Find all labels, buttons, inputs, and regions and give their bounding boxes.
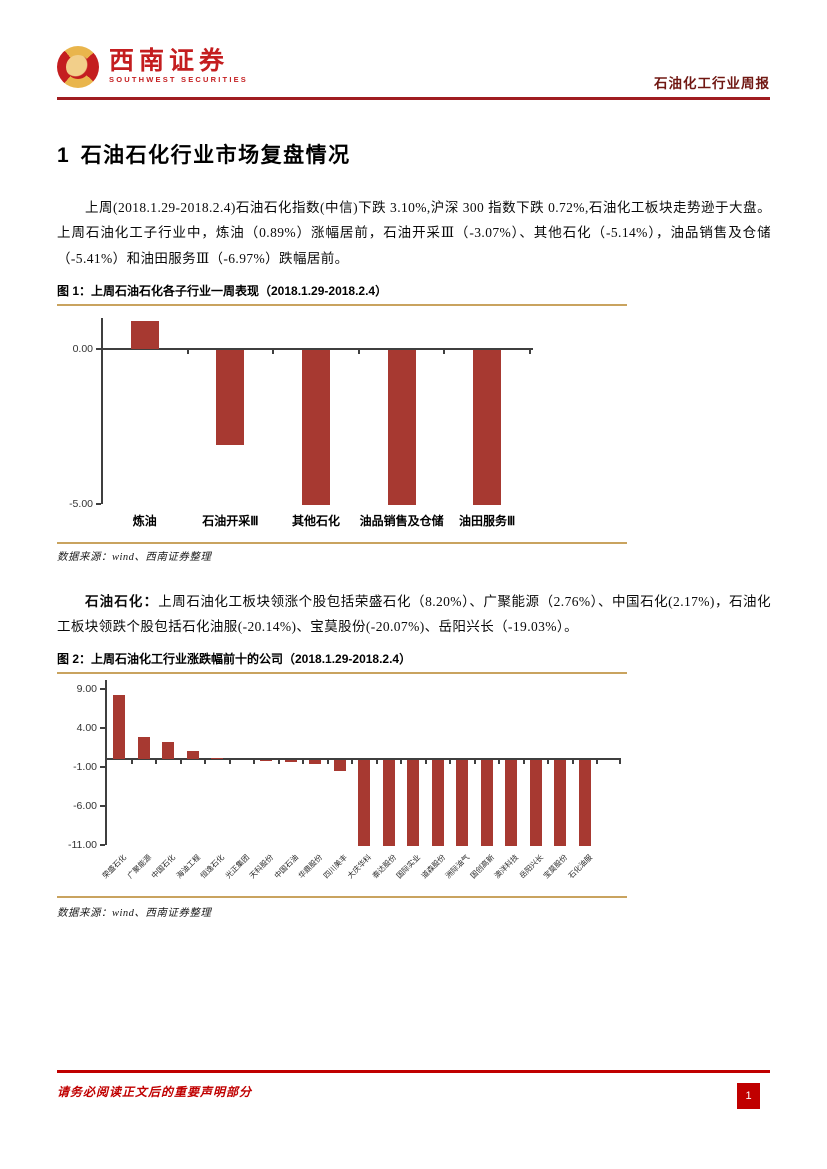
section-title: 石油石化行业市场复盘情况 bbox=[80, 144, 351, 167]
x-axis-zero-line bbox=[105, 758, 621, 760]
chart2-bar-20 bbox=[578, 760, 591, 846]
logo-name-cn: 西南证券 bbox=[109, 48, 230, 75]
y-axis-line bbox=[105, 680, 107, 845]
chart2-bar-14 bbox=[431, 760, 444, 846]
paragraph-market-review: 上周(2018.1.29-2018.2.4)石油石化指数(中信)下跌 3.10%… bbox=[57, 199, 771, 266]
x-axis-tick bbox=[498, 760, 500, 764]
x-axis-tick bbox=[400, 760, 402, 764]
chart2-bar-8 bbox=[284, 760, 297, 763]
footer-disclaimer: 请务必阅读正文后的重要声明部分 bbox=[57, 1085, 253, 1099]
chart2-bar-15 bbox=[456, 760, 469, 846]
x-axis-tick bbox=[155, 760, 157, 764]
category-label: 其他石化 bbox=[291, 514, 340, 528]
chart2-bar-10 bbox=[333, 760, 346, 771]
category-label: 石油开采Ⅲ bbox=[202, 514, 259, 528]
x-axis-tick bbox=[357, 350, 360, 354]
x-axis-tick bbox=[277, 760, 280, 764]
y-tick-label: 9.00 bbox=[76, 682, 97, 695]
y-tick-label: -11.00 bbox=[68, 839, 97, 851]
figure1-bottom-rule bbox=[57, 542, 627, 544]
y-axis-tick bbox=[100, 804, 105, 807]
chart2-bar-4 bbox=[186, 751, 199, 759]
y-axis-tick bbox=[100, 687, 105, 690]
x-axis-tick bbox=[326, 760, 329, 764]
x-axis-tick bbox=[449, 760, 451, 764]
x-axis-tick bbox=[443, 350, 446, 354]
figure2-source-note: 数据来源：wind、西南证券整理 bbox=[57, 908, 212, 919]
category-label: 油田服务Ⅲ bbox=[459, 514, 516, 528]
x-axis-tick bbox=[179, 760, 182, 764]
chart2-bar-16 bbox=[480, 760, 493, 846]
x-axis-tick bbox=[529, 350, 531, 354]
paragraph-lead: 石油石化： bbox=[85, 593, 159, 609]
x-axis-tick bbox=[375, 760, 378, 764]
logo-name-en: SOUTHWEST SECURITIES bbox=[109, 75, 249, 84]
x-axis-tick bbox=[302, 760, 304, 764]
category-label: 油品销售及仓储 bbox=[359, 514, 444, 528]
logo-swirl-icon bbox=[57, 46, 99, 88]
chart2-bar-5 bbox=[211, 758, 224, 759]
y-axis-tick bbox=[100, 726, 105, 729]
chart1-bar-3 bbox=[302, 350, 330, 505]
chart2-bar-18 bbox=[529, 760, 542, 846]
y-tick-label: 4.00 bbox=[76, 721, 97, 734]
chart2-bar-13 bbox=[407, 760, 420, 846]
chart1-bar-1 bbox=[130, 321, 159, 349]
x-axis-tick bbox=[424, 760, 427, 764]
header-rule bbox=[57, 97, 770, 100]
figure1-source-note: 数据来源：wind、西南证券整理 bbox=[57, 552, 212, 563]
category-label: 炼油 bbox=[132, 514, 157, 528]
y-axis-tick bbox=[100, 765, 105, 768]
footer-rule bbox=[57, 1070, 770, 1073]
figure2-bottom-rule bbox=[57, 896, 627, 898]
y-tick-label: -5.00 bbox=[69, 498, 93, 510]
y-tick-label: -1.00 bbox=[73, 760, 97, 773]
paragraph-stock-movers: 石油石化：上周石油化工板块领涨个股包括荣盛石化（8.20%）、广聚能源（2.76… bbox=[57, 589, 771, 640]
paragraph-body: 上周石油化工板块领涨个股包括荣盛石化（8.20%）、广聚能源（2.76%）、中国… bbox=[57, 593, 772, 635]
y-axis-tick bbox=[96, 348, 101, 350]
chart2-bar-19 bbox=[554, 760, 567, 846]
x-axis-tick bbox=[272, 350, 275, 354]
chart1-bar-2 bbox=[216, 350, 245, 446]
section-number: 1 bbox=[57, 144, 69, 167]
y-axis-tick bbox=[100, 844, 105, 846]
x-axis-tick bbox=[547, 760, 549, 764]
y-tick-label: -6.00 bbox=[73, 799, 97, 812]
chart1-bar-5 bbox=[473, 350, 502, 505]
x-axis-tick bbox=[253, 760, 255, 764]
chart2-bar-7 bbox=[260, 760, 273, 761]
chart2-bar-12 bbox=[382, 760, 395, 846]
x-axis-tick bbox=[204, 760, 206, 764]
page-number-badge: 1 bbox=[737, 1083, 760, 1109]
x-axis-zero-line bbox=[101, 348, 533, 350]
x-axis-tick bbox=[228, 760, 231, 764]
x-axis-tick bbox=[522, 760, 525, 764]
chart2-bar-3 bbox=[162, 742, 175, 759]
y-tick-label: 0.00 bbox=[72, 343, 93, 355]
x-axis-tick bbox=[619, 760, 621, 764]
company-logo: 西南证券 SOUTHWEST SECURITIES bbox=[57, 46, 248, 88]
y-axis-tick bbox=[96, 503, 101, 505]
figure2-caption: 图 2：上周石油化工行业涨跌幅前十的公司（2018.1.29-2018.2.4） bbox=[57, 650, 627, 674]
chart1-bar-4 bbox=[387, 350, 416, 505]
x-axis-tick bbox=[351, 760, 353, 764]
figure2-bar-chart: 9.00 4.00 -1.00 -6.00 -11.00 荣盛石化 广聚能源 中国石化 海油工程… bbox=[57, 676, 627, 894]
figure1-bar-chart: 0.00 -5.00 炼油 石油开采Ⅲ 其他石化 油品销售及仓储 油田服务Ⅲ bbox=[57, 313, 627, 537]
chart2-bar-1 bbox=[113, 694, 126, 759]
chart2-bar-11 bbox=[358, 760, 371, 846]
section-heading: 1 石油石化行业市场复盘情况 bbox=[57, 139, 351, 169]
chart2-bar-2 bbox=[137, 737, 150, 759]
chart2-bar-17 bbox=[505, 760, 518, 846]
x-axis-tick bbox=[473, 760, 476, 764]
figure1-caption: 图 1：上周石油石化各子行业一周表现（2018.1.29-2018.2.4） bbox=[57, 282, 627, 306]
y-axis-line bbox=[101, 318, 103, 504]
x-axis-tick bbox=[571, 760, 574, 764]
report-type-title: 石油化工行业周报 bbox=[654, 76, 770, 91]
chart2-bar-9 bbox=[309, 760, 322, 764]
logo-text: 西南证券 SOUTHWEST SECURITIES bbox=[109, 49, 248, 85]
x-axis-tick bbox=[186, 350, 189, 354]
x-axis-tick bbox=[596, 760, 598, 764]
x-axis-tick bbox=[130, 760, 133, 764]
